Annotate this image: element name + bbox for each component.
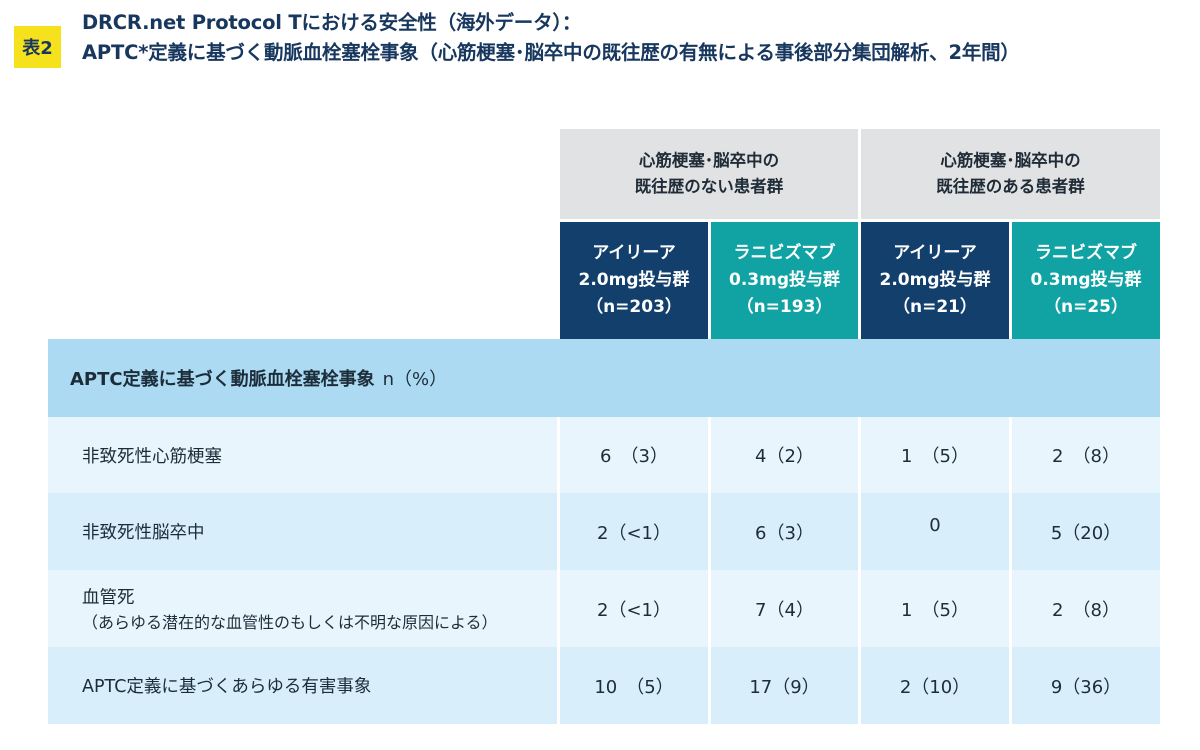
table-title-line2: APTC*定義に基づく動脈血栓塞栓事象（心筋梗塞･脳卒中の既往歴の有無による事後… bbox=[82, 41, 1020, 64]
table-row bbox=[48, 647, 1160, 724]
table-cell: 2（<1） bbox=[597, 522, 671, 544]
subheader-dose: 2.0mg投与群 bbox=[578, 270, 690, 290]
row-label-nonfatal-stroke: 非致死性脳卒中 bbox=[82, 523, 205, 543]
subheader-dose: 2.0mg投与群 bbox=[879, 270, 991, 290]
table-cell: 2（<1） bbox=[597, 599, 671, 621]
table-cell: 6 （3） bbox=[600, 446, 668, 467]
section-label: APTC定義に基づく動脈血栓塞栓事象 bbox=[70, 369, 375, 390]
table-cell: 1 （5） bbox=[901, 446, 969, 467]
table-cell: 2 （8） bbox=[1052, 599, 1120, 621]
subheader-n: （n=193） bbox=[736, 297, 833, 317]
group-header-line2: 既往歴のない患者群 bbox=[634, 177, 784, 196]
subheader-n: （n=25） bbox=[1043, 297, 1128, 317]
section-header-row: APTC定義に基づく動脈血栓塞栓事象 n（%） bbox=[48, 339, 1160, 417]
subheader-ranibizumab-no-history: ラニビズマブ 0.3mg投与群 （n=193） bbox=[711, 222, 858, 339]
row-label-note: （あらゆる潜在的な血管性のもしくは不明な原因による） bbox=[82, 613, 498, 632]
subheader-n: （n=203） bbox=[586, 297, 682, 317]
table-cell: 7（4） bbox=[755, 599, 814, 621]
table-cell: 17（9） bbox=[749, 676, 820, 698]
group-header-with-history: 心筋梗塞･脳卒中の 既往歴のある患者群 bbox=[861, 129, 1160, 219]
subheader-aflibercept-with-history: アイリーア 2.0mg投与群 （n=21） bbox=[861, 222, 1009, 339]
column-divider bbox=[708, 417, 711, 724]
row-label-main: 血管死 bbox=[82, 588, 135, 608]
group-header-line2: 既往歴のある患者群 bbox=[936, 177, 1085, 196]
group-header-line1: 心筋梗塞･脳卒中の bbox=[940, 151, 1081, 170]
subheader-ranibizumab-with-history: ラニビズマブ 0.3mg投与群 （n=25） bbox=[1012, 222, 1160, 339]
subheader-drug: ラニビズマブ bbox=[1035, 243, 1137, 263]
table-cell: 0 bbox=[929, 514, 941, 536]
subheader-drug: アイリーア bbox=[592, 243, 676, 263]
column-divider bbox=[858, 417, 861, 724]
group-header-line1: 心筋梗塞･脳卒中の bbox=[638, 151, 780, 170]
table-number-badge: 表2 bbox=[14, 26, 61, 68]
table-title-line1: DRCR.net Protocol Tにおける安全性（海外データ）： bbox=[82, 11, 582, 34]
subheader-drug: ラニビズマブ bbox=[733, 243, 836, 263]
table-cell: 9（36） bbox=[1050, 676, 1122, 698]
subheader-dose: 0.3mg投与群 bbox=[1030, 270, 1142, 290]
section-unit: n（%） bbox=[382, 369, 448, 390]
subheader-dose: 0.3mg投与群 bbox=[729, 270, 840, 290]
table-cell: 10 （5） bbox=[594, 676, 674, 698]
group-header-no-history: 心筋梗塞･脳卒中の 既往歴のない患者群 bbox=[560, 129, 858, 219]
table-cell: 5（20） bbox=[1050, 522, 1122, 544]
table-cell: 2 （8） bbox=[1052, 446, 1120, 467]
column-divider bbox=[557, 417, 560, 724]
table-cell: 1 （5） bbox=[901, 599, 969, 621]
table-row bbox=[48, 493, 1160, 570]
table-row bbox=[48, 417, 1160, 493]
subheader-aflibercept-no-history: アイリーア 2.0mg投与群 （n=203） bbox=[560, 222, 708, 339]
subheader-drug: アイリーア bbox=[893, 243, 977, 263]
subheader-n: （n=21） bbox=[892, 297, 977, 317]
row-label-any-aptc-event: APTC定義に基づくあらゆる有害事象 bbox=[82, 677, 372, 697]
table-cell: 6（3） bbox=[755, 522, 814, 544]
row-label-nonfatal-mi: 非致死性心筋梗塞 bbox=[82, 446, 222, 467]
table-title: DRCR.net Protocol Tにおける安全性（海外データ）： APTC*… bbox=[82, 8, 1192, 68]
table-cell: 2（10） bbox=[899, 676, 971, 698]
column-divider bbox=[1009, 417, 1012, 724]
table-row bbox=[48, 570, 1160, 647]
table-cell: 4（2） bbox=[755, 446, 814, 467]
row-label-vascular-death: 血管死 （あらゆる潜在的な血管性のもしくは不明な原因による） bbox=[48, 570, 558, 647]
